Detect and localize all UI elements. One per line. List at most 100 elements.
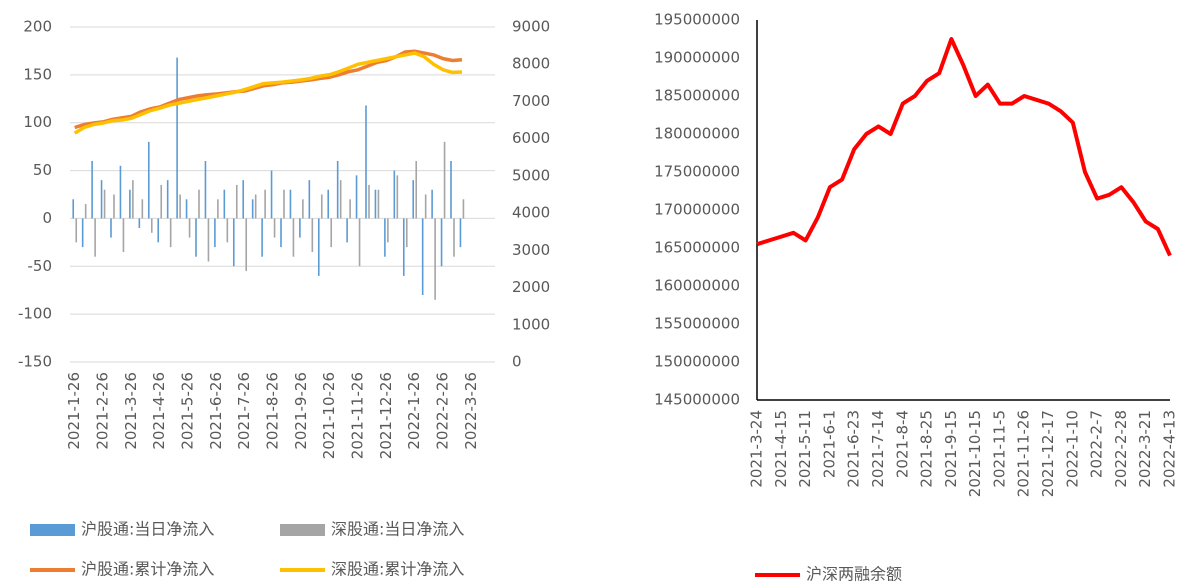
bar bbox=[113, 194, 115, 219]
x-tick-label: 2021-8-26 bbox=[264, 372, 282, 450]
bar bbox=[320, 194, 323, 219]
x-tick-label: 2022-1-10 bbox=[1063, 410, 1081, 488]
y2-tick-label: 8000 bbox=[512, 55, 550, 73]
y-tick-label: 100 bbox=[23, 113, 52, 131]
x-tick-label: 2022-1-26 bbox=[405, 372, 423, 450]
bar bbox=[138, 218, 141, 228]
bar bbox=[226, 218, 229, 243]
bar bbox=[160, 184, 163, 219]
bar bbox=[270, 170, 273, 219]
y-tick-label: 170000000 bbox=[654, 201, 740, 219]
bar bbox=[273, 218, 276, 238]
bar bbox=[330, 218, 333, 248]
x-tick-label: 2021-5-26 bbox=[179, 372, 197, 450]
x-tick-label: 2021-4-26 bbox=[150, 372, 168, 450]
bar bbox=[217, 199, 219, 219]
bar bbox=[311, 218, 314, 252]
bar bbox=[179, 194, 181, 219]
x-tick-label: 2022-3-26 bbox=[462, 372, 480, 450]
x-tick-label: 2022-2-26 bbox=[434, 372, 452, 450]
bar bbox=[424, 194, 427, 219]
bar bbox=[223, 189, 226, 219]
bar bbox=[421, 218, 424, 295]
y-tick-label: -150 bbox=[18, 353, 52, 371]
x-tick-label: 2021-5-11 bbox=[796, 410, 814, 488]
y2-tick-label: 4000 bbox=[512, 204, 550, 222]
bar bbox=[387, 218, 389, 243]
y-tick-label: 200 bbox=[23, 18, 52, 36]
bar bbox=[75, 218, 78, 243]
bar bbox=[459, 218, 462, 248]
x-tick-label: 2022-3-21 bbox=[1136, 410, 1154, 488]
legend-swatch bbox=[280, 524, 325, 536]
y2-tick-label: 5000 bbox=[512, 166, 550, 184]
bar bbox=[100, 180, 103, 219]
x-tick-label: 2021-3-24 bbox=[748, 410, 766, 488]
x-tick-label: 2021-7-14 bbox=[869, 410, 887, 488]
bar bbox=[355, 175, 358, 219]
x-tick-label: 2021-8-4 bbox=[893, 410, 911, 478]
y2-tick-label: 6000 bbox=[512, 129, 550, 147]
bar bbox=[232, 218, 235, 267]
x-tick-label: 2021-6-26 bbox=[207, 372, 225, 450]
bar bbox=[289, 189, 292, 219]
bar bbox=[396, 175, 399, 219]
x-tick-label: 2021-4-15 bbox=[772, 410, 790, 488]
y-tick-label: 155000000 bbox=[654, 315, 740, 333]
bar bbox=[235, 184, 238, 219]
bar bbox=[412, 180, 415, 219]
bar bbox=[195, 218, 197, 257]
bar bbox=[207, 218, 210, 262]
x-tick-label: 2021-1-26 bbox=[65, 372, 83, 450]
bar bbox=[198, 189, 200, 219]
bar bbox=[261, 218, 263, 257]
bar bbox=[242, 180, 245, 219]
bar bbox=[283, 189, 285, 219]
x-tick-label: 2021-11-26 bbox=[1015, 410, 1033, 497]
y-tick-label: 145000000 bbox=[654, 391, 740, 409]
bar bbox=[377, 189, 380, 219]
bar bbox=[440, 218, 443, 267]
legend-label: 深股通:累计净流入 bbox=[331, 560, 464, 579]
x-tick-label: 2021-2-26 bbox=[94, 372, 112, 450]
bar bbox=[204, 161, 207, 219]
legend-swatch bbox=[30, 524, 75, 536]
bar bbox=[336, 161, 339, 219]
bar bbox=[84, 204, 87, 219]
bar bbox=[349, 199, 351, 219]
y2-tick-label: 1000 bbox=[512, 315, 550, 333]
bar bbox=[431, 189, 433, 219]
bar bbox=[327, 189, 330, 219]
bar bbox=[443, 141, 446, 219]
bar bbox=[132, 180, 134, 219]
y2-tick-label: 2000 bbox=[512, 278, 550, 296]
y-tick-label: 0 bbox=[42, 209, 52, 227]
x-tick-label: 2021-6-1 bbox=[820, 410, 838, 478]
y2-tick-label: 3000 bbox=[512, 241, 550, 259]
x-tick-label: 2021-10-15 bbox=[966, 410, 984, 497]
bar bbox=[374, 189, 377, 219]
bar bbox=[393, 170, 396, 219]
bar bbox=[141, 199, 144, 219]
y-tick-label: 150 bbox=[23, 65, 52, 83]
bar bbox=[122, 218, 125, 252]
bar bbox=[462, 199, 465, 219]
bar bbox=[299, 218, 301, 238]
bar bbox=[453, 218, 455, 257]
x-tick-label: 2021-9-15 bbox=[942, 410, 960, 488]
bar bbox=[119, 165, 122, 219]
y-tick-label: -100 bbox=[18, 305, 52, 323]
bar bbox=[157, 218, 160, 243]
bar bbox=[302, 199, 304, 219]
bar bbox=[166, 180, 169, 219]
legend-label: 深股通:当日净流入 bbox=[331, 520, 464, 539]
y2-tick-label: 9000 bbox=[512, 18, 550, 36]
bar bbox=[450, 161, 452, 219]
y-tick-label: 195000000 bbox=[654, 11, 740, 29]
bar bbox=[81, 218, 84, 248]
bar bbox=[365, 105, 367, 219]
x-tick-label: 2021-12-26 bbox=[377, 372, 395, 459]
bar bbox=[292, 218, 295, 257]
bar bbox=[129, 189, 131, 219]
